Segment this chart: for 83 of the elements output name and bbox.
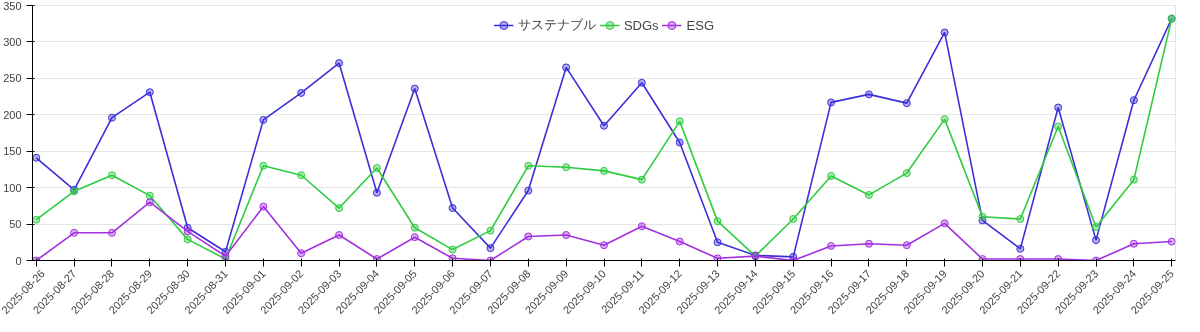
y-tick-label: 200	[3, 108, 22, 121]
point	[562, 63, 571, 72]
legend-label: ESG	[686, 17, 715, 33]
point	[1129, 239, 1138, 248]
point	[827, 241, 836, 250]
point	[864, 239, 873, 248]
point	[524, 186, 533, 195]
point	[486, 244, 495, 253]
point	[486, 226, 495, 235]
point	[524, 232, 533, 241]
point	[410, 84, 419, 93]
y-tick-label: 100	[3, 181, 22, 194]
point	[183, 235, 192, 244]
point	[448, 254, 457, 261]
y-tick-label: 300	[3, 35, 22, 48]
point	[107, 113, 116, 122]
point	[524, 161, 533, 170]
point	[1016, 244, 1025, 253]
point	[1016, 214, 1025, 223]
point	[637, 78, 646, 87]
y-tick-label: 250	[3, 72, 22, 85]
point	[145, 191, 154, 200]
point	[902, 241, 911, 250]
point	[864, 190, 873, 199]
point	[562, 231, 571, 239]
point	[600, 166, 608, 175]
point	[675, 237, 684, 246]
point	[940, 28, 949, 37]
point	[1129, 96, 1138, 105]
point	[107, 228, 116, 237]
point	[1054, 103, 1063, 112]
point	[448, 204, 457, 213]
point	[372, 188, 381, 197]
point	[410, 223, 419, 232]
point	[1129, 175, 1138, 184]
point	[335, 231, 344, 239]
point	[713, 217, 722, 226]
point	[940, 115, 949, 124]
point	[335, 204, 344, 213]
point	[940, 219, 949, 228]
y-tick-label: 50	[9, 218, 22, 231]
point	[183, 227, 192, 236]
point	[827, 98, 836, 107]
point	[297, 171, 306, 180]
point	[259, 202, 268, 211]
point	[675, 117, 684, 126]
point	[410, 233, 419, 242]
point	[789, 214, 798, 223]
y-tick-label: 0	[15, 254, 22, 267]
point	[827, 171, 836, 180]
point	[902, 99, 911, 108]
y-tick-label: 350	[3, 0, 22, 12]
point	[902, 169, 911, 178]
point	[259, 161, 268, 170]
point	[32, 215, 41, 224]
legend-label: SDGs	[623, 17, 659, 33]
y-tick-label: 150	[3, 145, 22, 158]
point	[713, 238, 722, 247]
legend-label: サステナブル	[517, 16, 596, 34]
point	[335, 59, 344, 68]
point	[675, 138, 684, 147]
point	[562, 163, 571, 172]
point	[70, 228, 79, 237]
point	[448, 245, 457, 254]
point	[600, 241, 608, 250]
point	[1054, 122, 1063, 131]
point	[145, 88, 154, 97]
point	[259, 115, 268, 124]
point	[978, 212, 987, 221]
point	[713, 254, 722, 261]
point	[372, 163, 381, 172]
point	[864, 90, 873, 99]
point	[297, 249, 306, 258]
point	[145, 198, 154, 207]
point	[637, 222, 646, 231]
point	[107, 171, 116, 180]
point	[600, 121, 608, 130]
point	[32, 153, 41, 162]
point	[1092, 222, 1101, 231]
point	[1167, 237, 1176, 246]
point	[637, 175, 646, 184]
point	[297, 88, 306, 97]
point	[1092, 236, 1101, 245]
